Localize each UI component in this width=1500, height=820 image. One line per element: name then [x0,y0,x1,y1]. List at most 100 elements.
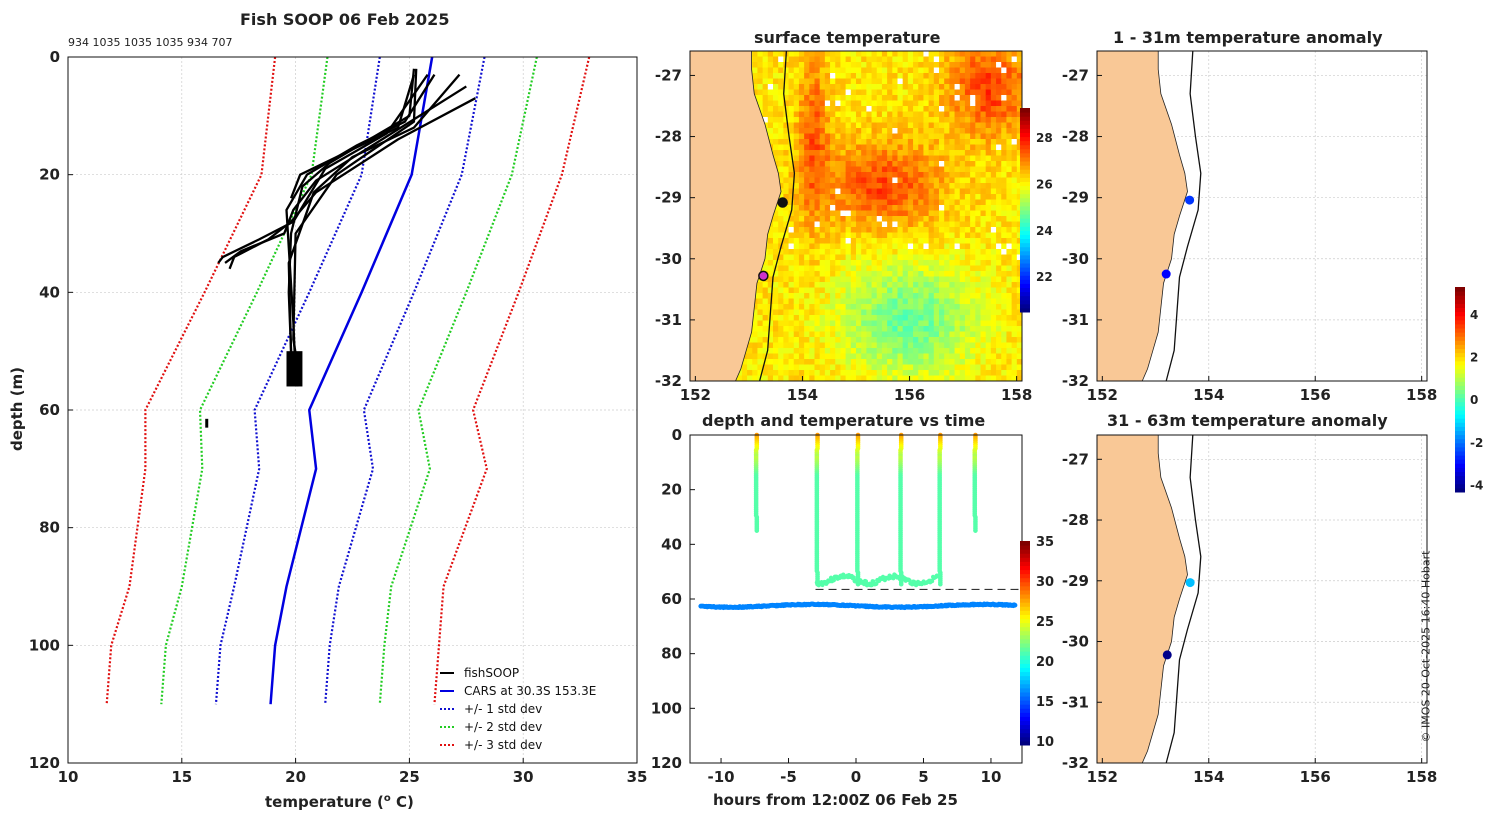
sst-cell [840,155,847,162]
sst-cell [835,144,841,151]
sst-cell [918,155,924,162]
sst-cell [907,73,914,79]
sst-cell [949,139,956,145]
sst-cell [918,348,924,354]
sst-cell [923,320,930,327]
sst-cell [840,122,847,129]
sst-cell [996,315,1002,321]
sst-cell [1016,188,1023,195]
sst-cell [959,177,966,184]
sst-cell [881,232,888,239]
sst-cell [939,166,945,173]
dt-colorbar-segment [1020,545,1030,550]
sst-cell [788,166,795,173]
sst-cell [902,337,909,343]
sst-cell [793,183,800,189]
sst-cell [798,359,805,365]
sst-cell [933,342,940,349]
sst-cell [939,276,945,283]
sst-cell [866,183,873,189]
sst-cell [1001,232,1007,239]
sst-cell [887,95,893,101]
sst-cell [881,282,888,288]
sst-cell [1001,150,1007,156]
sst-cell [835,221,841,228]
sst-cell [840,370,847,376]
sst-cell [990,188,997,195]
sst-cell [783,62,790,68]
sst-cell [980,73,987,79]
sst-cell [856,282,862,288]
sst-cell [954,216,961,222]
sst-cell [970,139,976,145]
sst-cell [876,56,883,63]
sst-cell [778,194,784,200]
sst-cell [861,166,867,173]
sst-cell [798,265,805,272]
sst-cell [809,89,815,96]
sst-cell [830,326,836,332]
sst-cell [996,95,1002,101]
sst-cell [783,326,790,332]
sst-cell [804,271,810,277]
sst-cell [824,348,831,354]
sst-cell [944,238,950,244]
sst-cell [773,139,779,145]
sst-cell [985,326,992,332]
sst-cell [767,331,774,338]
sst-cell [773,254,779,261]
sst-cell [845,133,852,140]
sst-cell [809,375,815,382]
sst-cell [918,309,924,316]
sst-cell [918,337,924,343]
sst-cell [767,106,774,112]
sst-cell [897,67,904,74]
sst-cell [1006,298,1013,305]
sst-cell [1011,260,1018,266]
sst-cell [964,221,971,228]
sst-cell [881,95,888,101]
sst-cell [1016,265,1023,272]
sst-cell [793,227,800,233]
sst-cell [835,370,841,376]
sst-cell [881,309,888,316]
sst-cell [798,78,805,85]
sst-cell [824,331,831,338]
sst-cell [778,111,784,118]
sst-cell [980,62,987,68]
sst-cell [767,73,774,79]
sst-cell [944,331,950,338]
sst-cell [1006,232,1013,239]
sst-cell [892,73,898,79]
sst-cell [798,260,805,266]
sst-cell [907,249,914,255]
sst-cell [959,282,966,288]
sst-cell [876,293,883,299]
dt-colorbar-segment [1020,651,1030,656]
sst-cell [840,304,847,310]
sst-cell [964,304,971,310]
sst-cell [1011,304,1018,310]
sst-cell [996,254,1002,261]
sst-cell [788,249,795,255]
sst-cell [819,128,826,134]
sst-cell [824,139,831,145]
sst-cell [892,150,898,156]
sst-cell [985,370,992,376]
sst-cell [798,155,805,162]
sst-cell [944,150,950,156]
sst-cell [1016,370,1023,376]
sst-cell [939,337,945,343]
sst-cell [819,265,826,272]
sst-cell [892,205,898,211]
sst-cell [835,282,841,288]
sst-cell [1001,166,1007,173]
sst-cell [752,51,758,57]
sst-cell [990,315,997,321]
sst-cell [767,249,774,255]
sst-cell [876,122,883,129]
sst-cell [933,139,940,145]
sst-cell [793,78,800,85]
sst-cell [783,150,790,156]
sst-cell [856,106,862,112]
